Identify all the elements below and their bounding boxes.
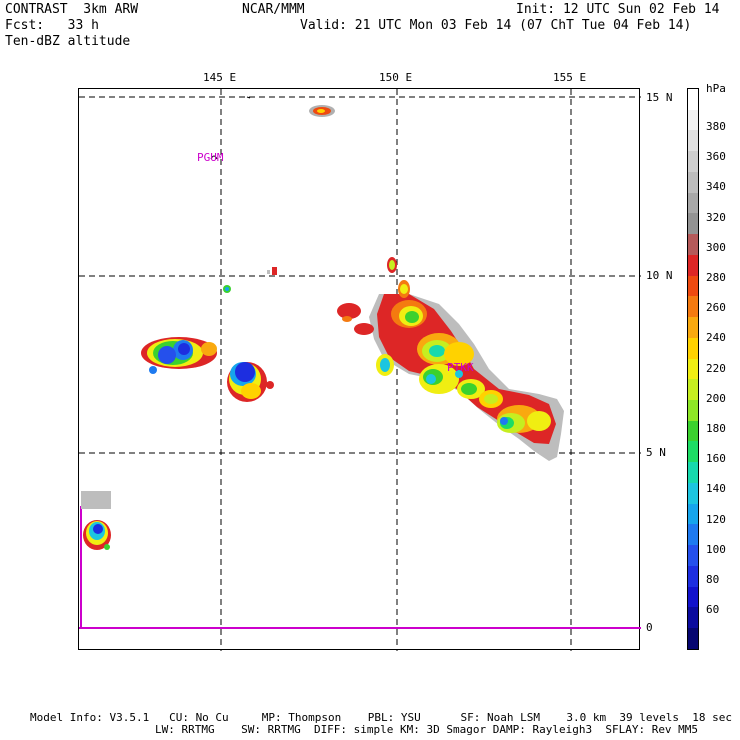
- colorbar-swatch: [688, 607, 698, 629]
- colorbar-label: 140: [706, 482, 726, 496]
- colorbar-swatch: [688, 462, 698, 483]
- radar-map: PGUM PTKK: [78, 88, 641, 651]
- colorbar-label: 200: [706, 391, 726, 405]
- lon-label-155: 155 E: [553, 71, 587, 84]
- island-outlines: [210, 96, 251, 160]
- colorbar-swatch: [688, 275, 698, 297]
- lat-label-15n: 15 N: [646, 91, 673, 104]
- colorbar-label: 240: [706, 331, 726, 345]
- colorbar: [687, 88, 699, 650]
- forecast-hour: Fcst: 33 h: [5, 18, 99, 33]
- echo-small-cells: [267, 257, 397, 275]
- colorbar-swatch: [688, 586, 698, 608]
- colorbar-swatch: [688, 234, 698, 255]
- colorbar-label: 280: [706, 271, 726, 284]
- colorbar-swatch: [688, 192, 698, 214]
- colorbar-swatch: [688, 482, 698, 504]
- colorbar-swatch: [688, 400, 698, 421]
- valid-time: Valid: 21 UTC Mon 03 Feb 14 (07 ChT Tue …: [300, 18, 692, 33]
- colorbar-swatch: [688, 171, 698, 193]
- colorbar-unit: hPa: [706, 82, 726, 95]
- colorbar-swatch: [688, 524, 698, 546]
- colorbar-label: 220: [706, 361, 726, 375]
- colorbar-label: 260: [706, 301, 726, 315]
- colorbar-swatch: [688, 441, 698, 463]
- station-pgum-label: PGUM: [197, 151, 224, 164]
- echo-cluster-west: [141, 337, 217, 374]
- station-ptkk-label: PTKK: [447, 361, 474, 374]
- init-time: Init: 12 UTC Sun 02 Feb 14: [516, 2, 720, 17]
- domain-boundary: [79, 506, 641, 629]
- lon-label-145: 145 E: [203, 71, 237, 84]
- echo-band-main: [337, 280, 564, 461]
- colorbar-label: 320: [706, 210, 726, 224]
- colorbar-swatch: [688, 628, 698, 649]
- lat-label-10n: 10 N: [646, 269, 673, 282]
- colorbar-swatch: [688, 296, 698, 318]
- colorbar-swatch: [688, 545, 698, 566]
- colorbar-swatch: [688, 420, 698, 442]
- colorbar-label: 120: [706, 512, 726, 526]
- map-canvas: [79, 89, 641, 651]
- echo-cell-north: [309, 105, 335, 117]
- colorbar-swatch: [688, 379, 698, 401]
- colorbar-label: 60: [706, 603, 720, 617]
- colorbar-swatch: [688, 130, 698, 152]
- colorbar-label: 80: [706, 573, 720, 586]
- colorbar-label: 160: [706, 452, 726, 466]
- footer-physics-info: LW: RRTMG SW: RRTMG DIFF: simple KM: 3D …: [155, 723, 699, 736]
- echo-cluster-center-west: [223, 285, 274, 402]
- lon-label-150: 150 E: [379, 71, 413, 84]
- footer-model-info: Model Info: V3.5.1 CU: No Cu MP: Thompso…: [30, 711, 732, 724]
- lat-label-5n: 5 N: [646, 446, 666, 459]
- colorbar-label: 340: [706, 180, 726, 194]
- colorbar-swatch: [688, 89, 698, 110]
- lat-lon-grid: [79, 89, 641, 651]
- colorbar-swatch: [688, 503, 698, 525]
- org-title: NCAR/MMM: [242, 2, 305, 17]
- colorbar-swatch: [688, 565, 698, 587]
- colorbar-swatch: [688, 254, 698, 276]
- colorbar-swatch: [688, 337, 698, 359]
- colorbar-label: 100: [706, 542, 726, 556]
- colorbar-swatch: [688, 213, 698, 235]
- echo-cell-southwest: [81, 491, 111, 550]
- colorbar-swatch: [688, 317, 698, 338]
- model-title: CONTRAST 3km ARW: [5, 2, 139, 17]
- colorbar-label: 180: [706, 422, 726, 435]
- colorbar-swatch: [688, 151, 698, 172]
- colorbar-label: 380: [706, 120, 726, 133]
- lat-label-0: 0: [646, 621, 653, 634]
- colorbar-swatch: [688, 358, 698, 380]
- colorbar-label: 300: [706, 240, 726, 254]
- field-name: Ten-dBZ altitude: [5, 34, 131, 49]
- colorbar-label: 360: [706, 150, 726, 164]
- colorbar-swatch: [688, 109, 698, 131]
